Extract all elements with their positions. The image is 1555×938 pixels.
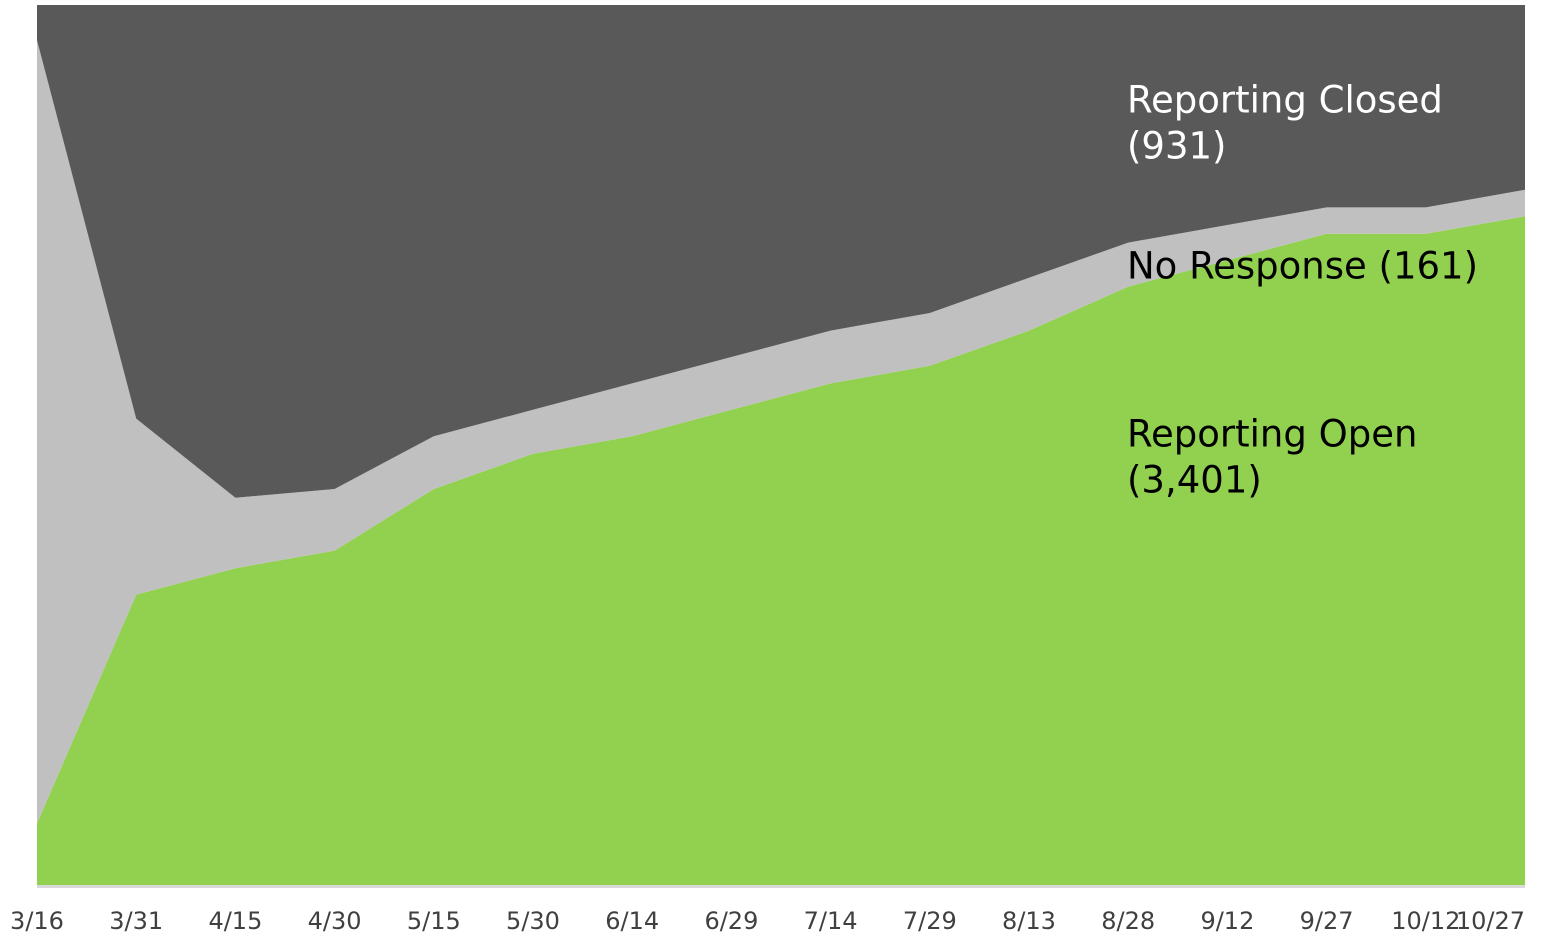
x-tick-label: 6/29 — [704, 907, 758, 935]
x-tick-label: 8/28 — [1101, 907, 1155, 935]
x-tick-label: 4/30 — [308, 907, 362, 935]
x-tick-label: 9/12 — [1200, 907, 1254, 935]
x-tick-label: 9/27 — [1300, 907, 1354, 935]
x-tick-label: 7/14 — [804, 907, 858, 935]
x-tick-label: 4/15 — [208, 907, 262, 935]
x-tick-label: 5/30 — [506, 907, 560, 935]
annotation: Reporting Closed — [1127, 79, 1443, 122]
x-tick-label: 10/12 — [1391, 907, 1460, 935]
x-tick-label: 10/27 — [1456, 907, 1525, 935]
area — [37, 5, 1525, 498]
annotation: Reporting Open — [1127, 413, 1417, 456]
x-tick-label: 3/16 — [10, 907, 64, 935]
x-tick-label: 5/15 — [407, 907, 461, 935]
annotation: (3,401) — [1127, 459, 1262, 502]
annotation: (931) — [1127, 125, 1227, 168]
x-tick-label: 8/13 — [1002, 907, 1056, 935]
x-tick-label: 6/14 — [605, 907, 659, 935]
x-tick-label: 3/31 — [109, 907, 163, 935]
area — [37, 216, 1525, 885]
x-tick-label: 7/29 — [903, 907, 957, 935]
annotation: No Response (161) — [1127, 245, 1478, 288]
